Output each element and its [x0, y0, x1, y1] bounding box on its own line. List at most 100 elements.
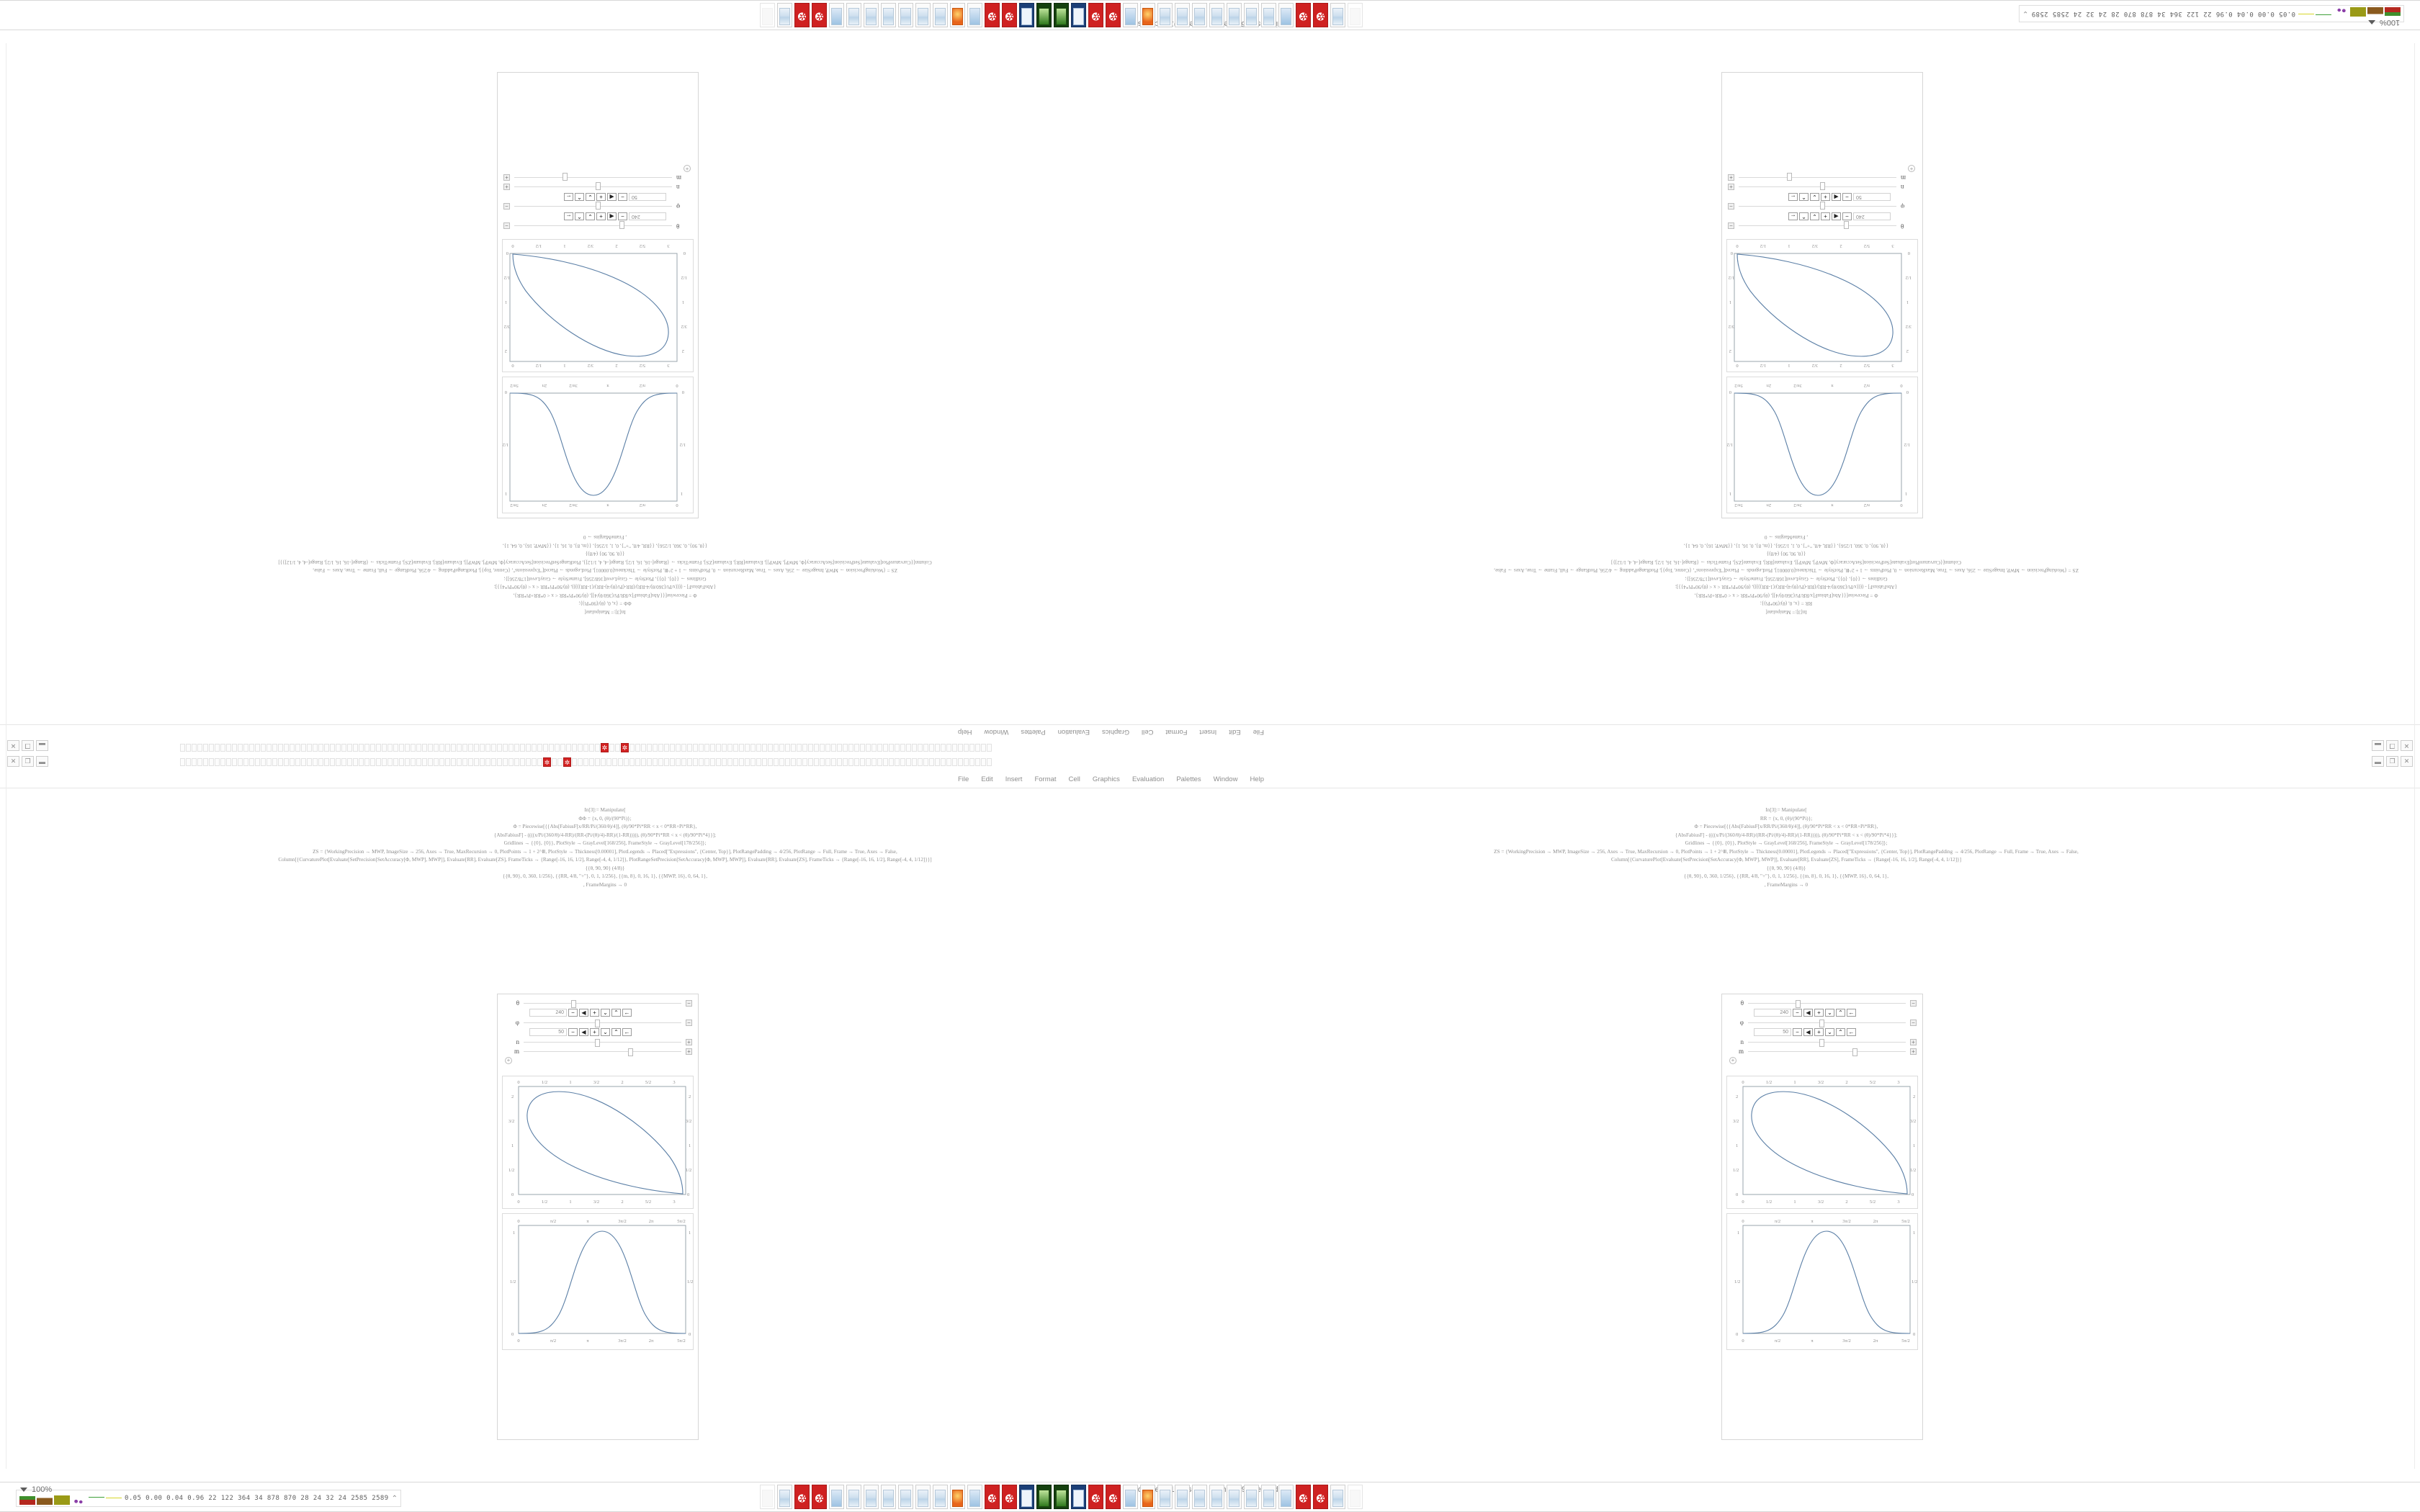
- notebook-tool-icon-29[interactable]: [347, 758, 352, 766]
- notebook-tool-icon-43[interactable]: [739, 744, 744, 752]
- play-button-phi[interactable]: ◀: [607, 193, 617, 201]
- play-button-phi[interactable]: ◀: [1832, 193, 1841, 201]
- notebook-tool-icon-76[interactable]: [543, 744, 548, 752]
- reset-button-phi[interactable]: ←: [1847, 1028, 1856, 1036]
- notebook-tool-icon-77[interactable]: [537, 744, 542, 752]
- notebook-tool-icon-79[interactable]: [526, 744, 531, 752]
- notebook-tool-icon-103[interactable]: [779, 758, 784, 766]
- step-down-button-theta[interactable]: ⌄: [1810, 212, 1819, 220]
- notebook-tool-icon-20[interactable]: [871, 744, 877, 752]
- play-button-theta[interactable]: ◀: [1832, 212, 1841, 220]
- notebook-tool-icon-49[interactable]: [462, 758, 467, 766]
- taskbar-window-doc-19[interactable]: [1330, 3, 1345, 27]
- taskbar-window-doc-10[interactable]: [1123, 1485, 1138, 1509]
- menu-item-graphics[interactable]: Graphics: [1102, 728, 1130, 736]
- notebook-tool-icon-12[interactable]: [918, 744, 923, 752]
- notebook-tool-icon-4[interactable]: [964, 744, 969, 752]
- manipulate-panel-2[interactable]: 0 π/2 π 3π/2 2π 5π/2 0 π/2 π 3π/2 2π 5π/2 0 1/2 1 …: [1721, 72, 1923, 518]
- expand-control-icon-m[interactable]: +: [1728, 174, 1734, 181]
- notebook-tool-icon-22[interactable]: [307, 758, 312, 766]
- manipulate-control-row-phi-2[interactable]: φ −: [1728, 202, 1917, 210]
- taskbar-window-firefox[interactable]: [950, 1485, 965, 1509]
- notebook-tool-icon-69[interactable]: [583, 744, 588, 752]
- taskbar-window-doc-12[interactable]: [1175, 3, 1190, 27]
- notebook-tool-icon-67[interactable]: [595, 744, 600, 752]
- taskbar-window-mathematica-6[interactable]: [1106, 3, 1121, 27]
- taskbar-window-doc-8[interactable]: [933, 3, 948, 27]
- slider-thumb-phi[interactable]: [1819, 1019, 1824, 1027]
- chevron-up-icon[interactable]: [2367, 20, 2375, 24]
- window-controls-right-lower[interactable]: ▬ ❐ ✕: [2372, 756, 2413, 767]
- notebook-tool-icon-92[interactable]: [451, 744, 456, 752]
- slider-thumb-n[interactable]: [1819, 1038, 1824, 1047]
- chevron-up-icon-2[interactable]: ⌃: [391, 1494, 398, 1503]
- notebook-tool-icon-9[interactable]: [232, 758, 237, 766]
- bottom-desktop-panel[interactable]: dirocese 16.0 sem? | Time: 0.91 seconds …: [0, 1482, 2420, 1512]
- notebook-tool-icon-116[interactable]: [854, 758, 859, 766]
- notebook-tool-icon-46[interactable]: [722, 744, 727, 752]
- notebook-tool-icon-17[interactable]: [889, 744, 894, 752]
- code-cell-top-left[interactable]: In[3]:= Manipulate[ΦΦ = {x, 0, (θ)/(90*P…: [72, 533, 1138, 616]
- notebook-tool-icon-19[interactable]: [877, 744, 882, 752]
- animator-phi-1[interactable]: 50− ◀ + ⌄ ⌃ ←: [503, 193, 666, 201]
- taskbar-window-terminal-1[interactable]: [1036, 3, 1052, 27]
- animator-value-field-theta[interactable]: 240: [529, 1009, 567, 1017]
- notebook-tool-icon-114[interactable]: [324, 744, 329, 752]
- notebook-tool-icon-128[interactable]: [243, 744, 248, 752]
- notebook-tool-icon-125[interactable]: [261, 744, 266, 752]
- notebook-tool-icon-115[interactable]: [318, 744, 323, 752]
- notebook-tool-icon-16[interactable]: [272, 758, 277, 766]
- notebook-tool-icon-65[interactable]: [557, 758, 563, 766]
- notebook-tool-icon-125[interactable]: [906, 758, 911, 766]
- taskbar-window-doc-11[interactable]: [1157, 1485, 1173, 1509]
- animator-value-field-phi[interactable]: 50: [1754, 1028, 1791, 1036]
- notebook-tool-icon-104[interactable]: [382, 744, 387, 752]
- step-up-button-theta[interactable]: ⌃: [1799, 212, 1809, 220]
- manipulate-menu-icon-3[interactable]: +: [505, 1057, 512, 1064]
- notebook-tool-icon-33[interactable]: [370, 758, 375, 766]
- notebook-tool-icon-111[interactable]: [825, 758, 830, 766]
- notebook-tool-icon-65[interactable]: [609, 744, 614, 752]
- notebook-tool-icon-70[interactable]: [578, 744, 583, 752]
- notebook-tool-icon-127[interactable]: [249, 744, 254, 752]
- taskbar-window-doc-18[interactable]: [1278, 1485, 1294, 1509]
- notebook-tool-icon-131[interactable]: [226, 744, 231, 752]
- notebook-tool-icon-17[interactable]: [278, 758, 283, 766]
- taskbar-window-doc-1[interactable]: [777, 1485, 792, 1509]
- notebook-tool-icon-111[interactable]: [341, 744, 346, 752]
- play-button-theta[interactable]: ◀: [607, 212, 617, 220]
- notebook-tool-icon-69[interactable]: [583, 758, 588, 766]
- notebook-tool-icon-45[interactable]: [439, 758, 444, 766]
- notebook-tool-icon-60[interactable]: [641, 744, 646, 752]
- notebook-tool-icon-60[interactable]: [526, 758, 531, 766]
- step-down-button-phi[interactable]: ⌄: [601, 1028, 610, 1036]
- slider-m[interactable]: [524, 1048, 681, 1056]
- notebook-tool-icon-98[interactable]: [416, 744, 421, 752]
- slider-thumb-m[interactable]: [1852, 1048, 1857, 1056]
- slider-n[interactable]: [514, 182, 672, 191]
- increment-button-theta[interactable]: +: [596, 212, 606, 220]
- notebook-tool-icon-75[interactable]: [549, 744, 554, 752]
- notebook-tool-icon-83[interactable]: [664, 758, 669, 766]
- notebook-tool-icon-105[interactable]: [791, 758, 796, 766]
- notebook-tool-icon-47[interactable]: [716, 744, 721, 752]
- notebook-tool-icon-22[interactable]: [860, 744, 865, 752]
- notebook-tool-icon-88[interactable]: [693, 758, 698, 766]
- mathematica-menu-bar-upper[interactable]: File Edit Insert Format Cell Graphics Evaluati…: [958, 728, 1264, 736]
- taskbar-window-doc-18[interactable]: [1278, 3, 1294, 27]
- collapse-control-icon-phi[interactable]: −: [503, 203, 510, 210]
- notebook-tool-icon-35[interactable]: [785, 744, 790, 752]
- notebook-tool-icon-127[interactable]: [918, 758, 923, 766]
- close-button-2[interactable]: ✕: [7, 756, 19, 767]
- notebook-tool-icon-34[interactable]: [791, 744, 796, 752]
- notebook-tool-icon-67[interactable]: [572, 758, 577, 766]
- taskbar-window-doc-3[interactable]: [846, 1485, 861, 1509]
- notebook-tool-icon-76[interactable]: [624, 758, 629, 766]
- taskbar-window-mathematica-4[interactable]: [1002, 3, 1017, 27]
- notebook-tool-icon-123[interactable]: [895, 758, 900, 766]
- slider-theta[interactable]: [1739, 221, 1896, 230]
- play-button-phi[interactable]: ◀: [579, 1028, 588, 1036]
- manipulate-control-row-theta-2[interactable]: θ −: [1728, 221, 1917, 230]
- step-down-button-theta[interactable]: ⌄: [586, 212, 595, 220]
- menu-item-cell[interactable]: Cell: [1142, 728, 1154, 736]
